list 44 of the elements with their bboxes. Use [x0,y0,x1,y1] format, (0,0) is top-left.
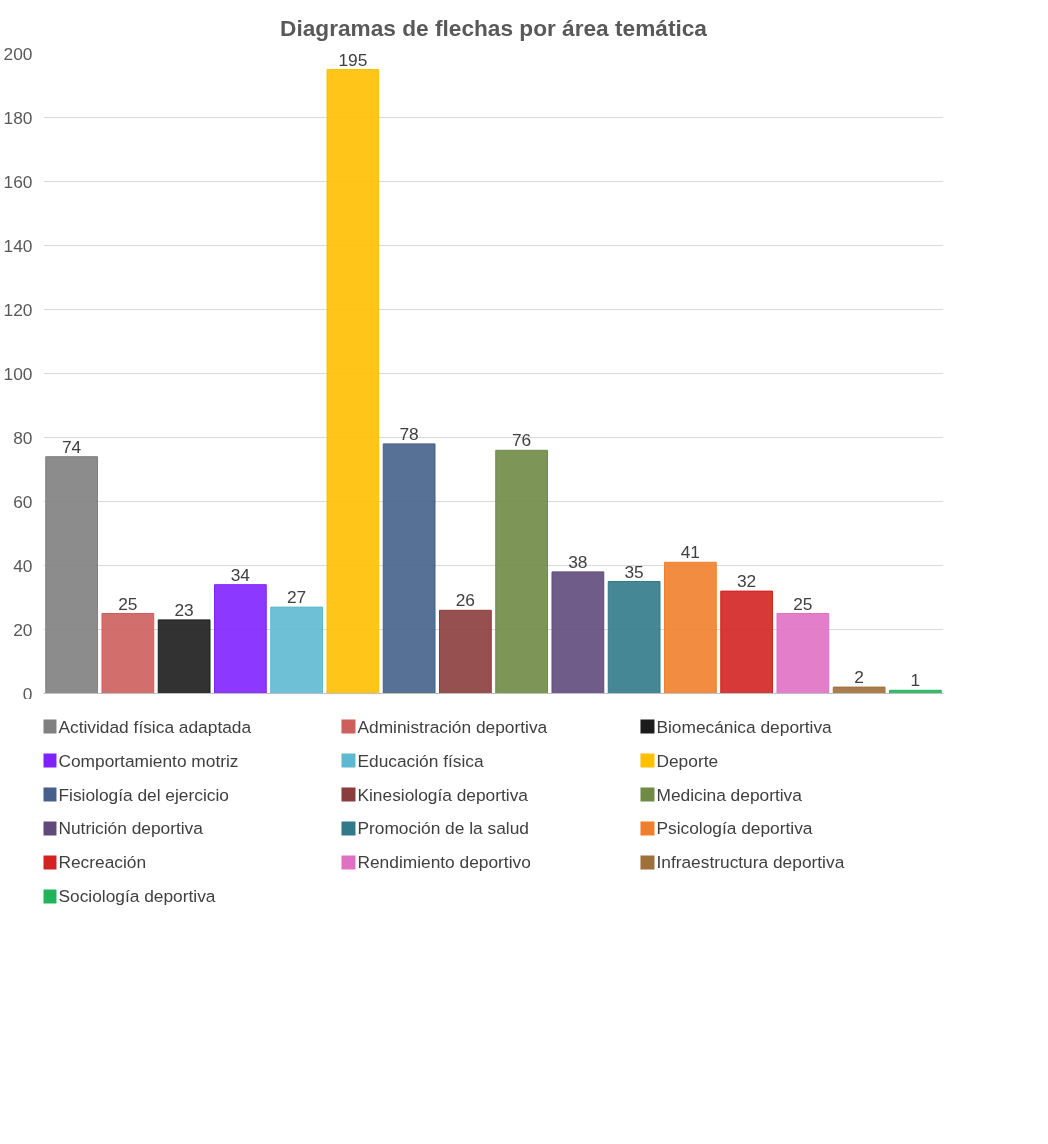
y-tick-label: 40 [13,555,33,576]
legend-label: Rendimiento deportivo [357,852,531,873]
y-tick-label: 120 [3,299,33,320]
data-label: 25 [118,593,138,614]
legend-label: Psicología deportiva [656,818,813,839]
legend-label: Administración deportiva [357,716,548,737]
chart-title: Diagramas de flechas por área temática [280,15,708,41]
legend-label: Sociología deportiva [58,886,216,907]
data-label: 195 [338,49,368,70]
legend-label: Fisiología del ejercicio [58,784,229,805]
legend-label: Educación física [357,750,484,771]
legend-label: Nutrición deportiva [58,818,204,839]
data-label: 35 [624,561,644,582]
legend-label: Promoción de la salud [357,818,529,839]
data-label: 1 [910,670,921,691]
data-label: 23 [174,599,194,620]
y-tick-label: 160 [3,171,33,192]
y-tick-label: 200 [3,43,33,64]
legend-label: Medicina deportiva [656,784,803,805]
y-tick-label: 60 [13,491,33,512]
data-label: 25 [793,593,813,614]
data-label: 26 [455,590,476,611]
y-tick-label: 180 [3,107,33,128]
y-tick-label: 140 [3,235,33,256]
y-tick-label: 0 [22,683,33,704]
data-label: 74 [61,436,82,457]
legend-label: Actividad física adaptada [58,716,252,737]
legend-label: Biomecánica deportiva [656,716,833,737]
legend-label: Deporte [656,750,719,771]
y-tick-label: 100 [3,363,33,384]
y-tick-label: 80 [13,427,33,448]
data-label: 38 [568,551,588,572]
legend-label: Recreación [58,852,147,873]
y-tick-label: 20 [13,619,33,640]
data-label: 27 [286,587,307,608]
data-label: 32 [736,571,757,592]
data-label: 34 [230,564,251,585]
data-label: 41 [680,542,701,563]
legend-label: Comportamiento motriz [58,750,239,771]
data-label: 76 [511,430,532,451]
data-label: 2 [854,667,864,688]
legend-label: Infraestructura deportiva [656,852,845,873]
data-label: 78 [399,423,419,444]
legend-label: Kinesiología deportiva [357,784,529,805]
